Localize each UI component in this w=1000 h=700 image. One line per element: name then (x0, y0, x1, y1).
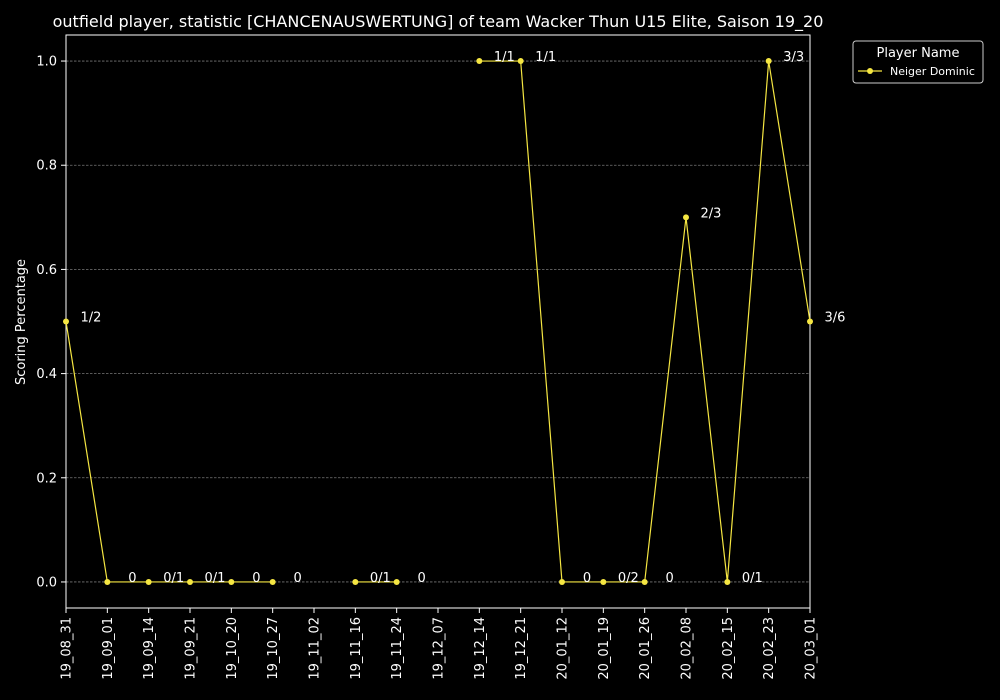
data-point (724, 578, 731, 585)
legend-box (852, 40, 984, 84)
legend-title: Player Name (877, 46, 960, 61)
x-tick-label: 19_12_14 (473, 617, 488, 680)
x-tick-label: 20_02_23 (762, 617, 777, 680)
data-point (641, 578, 648, 585)
data-point (517, 58, 524, 65)
data-label: 0 (294, 571, 302, 586)
data-point (765, 58, 772, 65)
legend-swatch-marker (867, 68, 873, 74)
y-tick-label: 0.4 (36, 367, 57, 382)
x-tick-label: 20_02_15 (721, 617, 736, 680)
data-point (600, 578, 607, 585)
axes: 0.0 0.2 0.4 0.6 0.8 1.0 19_08_31 19_09_01 19_09_… (36, 34, 819, 680)
data-label: 3/3 (783, 50, 804, 65)
data-point (559, 578, 565, 585)
data-point (145, 578, 152, 585)
x-tick-label: 20_01_19 (597, 617, 612, 680)
series-line (479, 60, 811, 583)
x-tick-label: 19_11_24 (390, 617, 405, 680)
data-point (269, 578, 276, 585)
x-tick-label: 19_11_02 (308, 617, 323, 680)
data-label: 0 (418, 571, 426, 586)
x-tick-label: 19_08_31 (60, 617, 75, 680)
x-tick-label: 19_09_01 (101, 617, 116, 680)
x-tick-label: 19_12_21 (514, 617, 529, 680)
chart-title: outfield player, statistic [CHANCENAUSWE… (53, 12, 824, 32)
y-tick-label: 0.2 (36, 471, 57, 486)
x-tick-label: 20_01_26 (638, 617, 653, 680)
data-label: 1/2 (81, 311, 102, 326)
data-point (476, 58, 483, 65)
x-tick-label: 19_09_21 (184, 617, 199, 680)
x-tick-label: 20_01_12 (556, 617, 571, 680)
data-point (63, 318, 69, 325)
series-group: 1/2 0 0/1 0/1 0 0 0/1 0 1/1 1/1 0 0/2 0 2/3 0/1 3/3 3/6 (63, 50, 845, 586)
y-tick-label: 1.0 (36, 55, 57, 70)
series-line (65, 321, 273, 583)
data-label: 0/1 (370, 571, 391, 586)
data-label: 3/6 (825, 311, 846, 326)
data-point (807, 318, 813, 325)
y-tick-label: 0.6 (36, 263, 57, 278)
data-label: 0 (128, 571, 136, 586)
data-label: 0/1 (205, 571, 226, 586)
data-label: 0 (252, 571, 260, 586)
x-tick-label: 19_12_07 (432, 617, 447, 680)
data-label: 0 (666, 571, 674, 586)
x-tick-label: 19_11_16 (349, 617, 364, 680)
y-tick-label: 0.8 (36, 159, 57, 174)
x-tick-label: 20_03_01 (804, 617, 819, 680)
data-point (104, 578, 111, 585)
grid-lines (66, 60, 810, 583)
data-point (352, 578, 359, 585)
y-axis-label: Scoring Percentage (14, 259, 29, 385)
legend: Player Name Neiger Dominic (852, 40, 984, 84)
data-label: 2/3 (701, 206, 722, 221)
y-tick-label: 0.0 (36, 575, 57, 590)
x-tick-label: 19_09_14 (142, 617, 157, 680)
data-point (228, 578, 235, 585)
data-label: 0/2 (618, 571, 639, 586)
data-label: 1/1 (535, 50, 556, 65)
data-point (393, 578, 400, 585)
legend-entry: Neiger Dominic (890, 65, 975, 78)
x-tick-label: 19_10_27 (266, 617, 281, 680)
data-label: 1/1 (494, 50, 515, 65)
x-tick-label: 19_10_20 (225, 617, 240, 680)
data-label: 0/1 (163, 571, 184, 586)
x-tick-label: 20_02_08 (680, 617, 695, 680)
data-label: 0/1 (742, 571, 763, 586)
data-point (683, 214, 689, 221)
data-point (187, 578, 193, 585)
data-label: 0 (583, 571, 591, 586)
